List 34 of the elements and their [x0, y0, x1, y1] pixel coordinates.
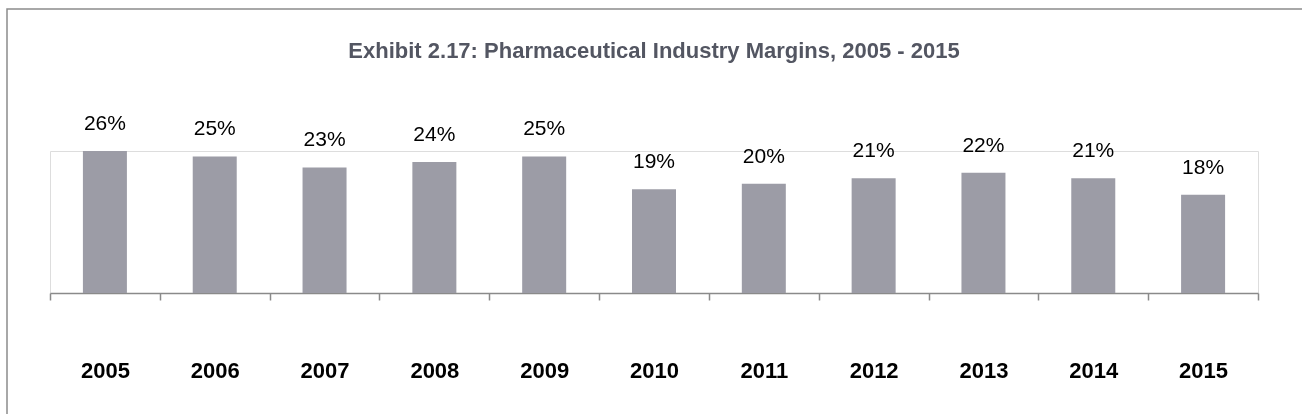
x-tick-label: 2010: [630, 357, 679, 383]
bar: [412, 161, 457, 293]
data-label: 22%: [962, 132, 1005, 156]
bar: [632, 189, 676, 293]
bar: [741, 183, 786, 293]
data-label: 26%: [83, 111, 126, 134]
data-label: 19%: [632, 149, 676, 173]
data-label: 25%: [523, 116, 566, 140]
data-label: 21%: [1072, 138, 1115, 162]
x-tick-label: 2008: [410, 357, 460, 383]
chart-title: Exhibit 2.17: Pharmaceutical Industry Margins, 2005 - 2015: [348, 38, 960, 64]
x-tick-label: 2009: [520, 357, 570, 383]
x-tick-label: 2015: [1179, 357, 1229, 383]
bar: [1181, 194, 1226, 293]
bar: [522, 156, 567, 293]
x-tick-label: 2013: [959, 357, 1009, 383]
data-label: 21%: [852, 138, 895, 162]
bar: [1071, 178, 1116, 293]
x-tick-label: 2011: [740, 357, 789, 383]
data-label: 25%: [193, 116, 236, 140]
data-label: 18%: [1182, 154, 1225, 178]
bar: [851, 178, 896, 293]
x-tick-label: 2014: [1069, 357, 1119, 383]
bar: [302, 167, 347, 293]
data-label: 24%: [413, 121, 456, 145]
bar: [82, 151, 127, 293]
data-label: 23%: [303, 127, 346, 151]
bar: [961, 172, 1006, 293]
x-tick-label: 2012: [849, 357, 899, 383]
x-tick-label: 2006: [190, 357, 240, 383]
bar: [192, 156, 237, 293]
x-tick-label: 2007: [300, 357, 350, 383]
x-tick-label: 2005: [80, 357, 130, 383]
data-label: 20%: [742, 143, 785, 167]
